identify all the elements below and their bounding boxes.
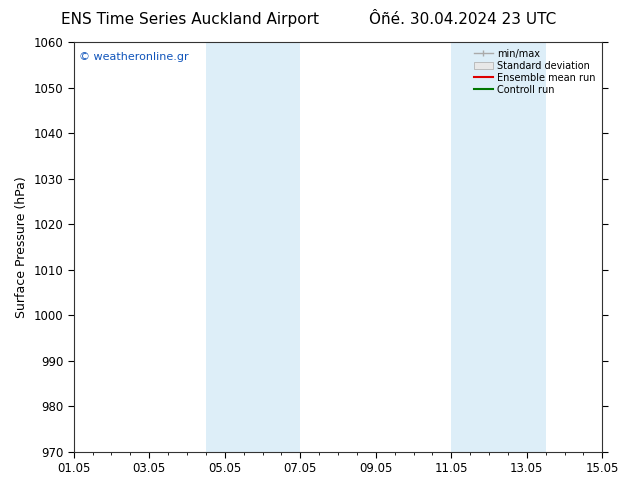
Bar bbox=[508, 42, 546, 452]
Bar bbox=[451, 42, 508, 452]
Y-axis label: Surface Pressure (hPa): Surface Pressure (hPa) bbox=[15, 176, 28, 318]
Text: Ôñé. 30.04.2024 23 UTC: Ôñé. 30.04.2024 23 UTC bbox=[369, 12, 557, 27]
Legend: min/max, Standard deviation, Ensemble mean run, Controll run: min/max, Standard deviation, Ensemble me… bbox=[472, 47, 597, 97]
Bar bbox=[206, 42, 262, 452]
Bar bbox=[262, 42, 301, 452]
Text: © weatheronline.gr: © weatheronline.gr bbox=[79, 52, 189, 62]
Text: ENS Time Series Auckland Airport: ENS Time Series Auckland Airport bbox=[61, 12, 319, 27]
